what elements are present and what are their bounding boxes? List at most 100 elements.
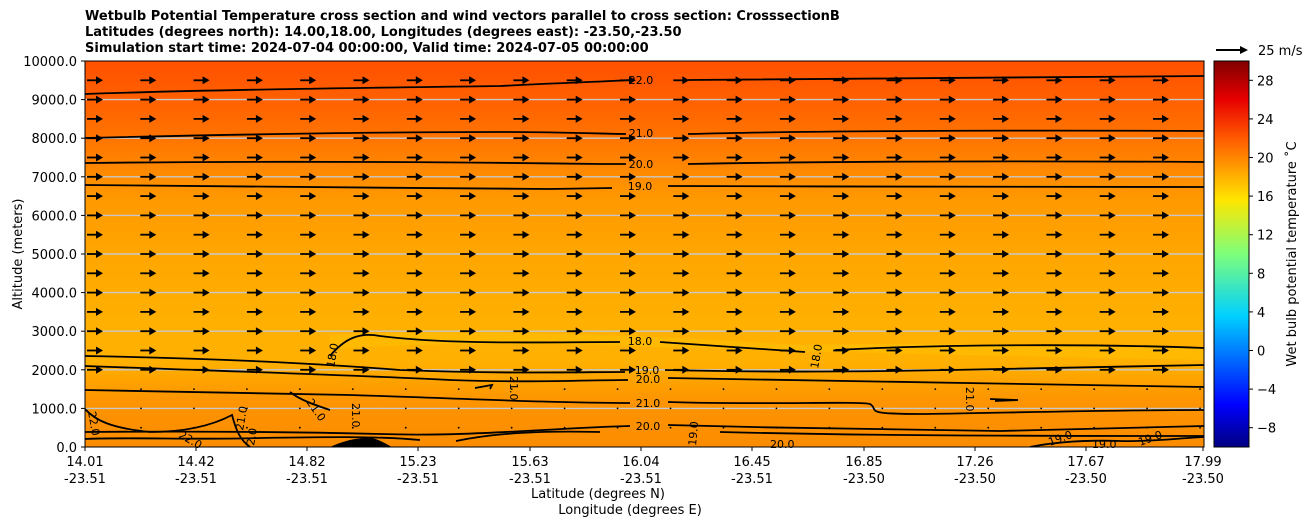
wind-vector-head [1108, 250, 1116, 258]
wind-vector-head [96, 250, 103, 258]
wind-vector-head [362, 230, 370, 239]
wind-vector-head [948, 269, 956, 278]
wind-vector-head [96, 192, 103, 201]
wind-vector-head [522, 192, 530, 201]
y-tick-label: 10000.0 [23, 55, 77, 70]
quiver-key: 25 m/s [1216, 44, 1303, 59]
wind-vector-head [735, 269, 743, 278]
wind-vector-head [149, 76, 157, 85]
wind-vector-head [842, 307, 850, 316]
wind-vector-dot [1146, 388, 1148, 390]
wind-vector-head [629, 230, 636, 239]
wind-vector-head [1108, 95, 1116, 104]
wind-vector-dot [404, 426, 407, 429]
wind-vector-dot [246, 426, 248, 429]
wind-vector-head [788, 250, 796, 258]
wind-vector-head [415, 95, 423, 104]
contour-line-19-bottom-right [1029, 436, 1204, 447]
wind-vector-head [149, 153, 157, 162]
wind-vector-dot [987, 388, 990, 390]
wind-vector-head [629, 269, 636, 278]
wind-vector-head [149, 250, 157, 258]
contour-label-21-lower: 21.0 [636, 397, 661, 410]
wind-vector-dot [987, 426, 990, 429]
wind-vector-head [96, 365, 103, 374]
wind-vector-head [1162, 250, 1169, 258]
wind-vector-head [1055, 211, 1063, 220]
wind-vector-head [255, 288, 263, 297]
contour-label-extra-21-left: 21.0 [233, 405, 250, 431]
wind-vector-dot [616, 426, 619, 429]
x-tick-label-lat: 17.26 [956, 455, 993, 470]
wind-vector-head [1162, 307, 1169, 316]
wind-vector-head [629, 288, 636, 297]
wind-vector-head [255, 230, 263, 239]
wind-vector-head [96, 134, 103, 143]
wind-vector-dot [987, 407, 990, 410]
wind-vector-head [1055, 230, 1063, 239]
contour-line-21-bottom [85, 430, 1204, 442]
wind-vector-head [415, 153, 423, 162]
chart-title-line-1: Wetbulb Potential Temperature cross sect… [85, 9, 840, 24]
wind-vector-dot [881, 426, 884, 429]
wind-vector-head [415, 327, 423, 336]
wind-vector-head [309, 211, 317, 220]
y-tick-label: 9000.0 [32, 94, 78, 109]
wind-vector-head [1055, 288, 1063, 297]
x-tick-label-lat: 17.99 [1184, 455, 1221, 470]
wind-vector-dot [1040, 407, 1043, 410]
wind-vector-head [682, 230, 690, 239]
wind-vector-head [948, 172, 956, 181]
wind-vector-head [522, 153, 530, 162]
wind-vector-head [522, 172, 530, 181]
wind-vector-head [415, 134, 423, 143]
wind-vector-head [1002, 307, 1010, 316]
wind-vector-head [1162, 365, 1169, 374]
wind-vector-dot [722, 388, 725, 390]
wind-vector-head [735, 250, 743, 258]
wind-vector-head [1055, 307, 1063, 316]
wind-vector-head [1002, 114, 1010, 123]
wind-vector-head [309, 365, 317, 374]
y-tick-label: 7000.0 [32, 171, 78, 186]
wind-vector-head [362, 172, 370, 181]
wind-vector-head [895, 346, 903, 355]
wind-vector-head [309, 114, 317, 123]
wind-vector-dot [1093, 388, 1096, 390]
wind-vector-head [575, 95, 583, 104]
contour-line-21-left [289, 391, 331, 411]
wind-vector-head [96, 307, 103, 316]
wind-vector-head [682, 327, 690, 336]
wind-vector-head [895, 95, 903, 104]
wind-vector-head [522, 134, 530, 143]
wind-vector-head [948, 288, 956, 297]
wind-vector-head [842, 192, 850, 201]
y-tick-label: 0.0 [56, 441, 77, 456]
wind-vector-dot [140, 388, 142, 390]
contour-label-20-upper: 20.0 [629, 158, 654, 171]
wind-vector-dot [616, 388, 619, 390]
x-tick-label-lat: 16.45 [733, 455, 770, 470]
wind-vector-head [202, 114, 210, 123]
wind-vector-dot [775, 407, 778, 410]
wind-vector-dot [351, 388, 354, 390]
wind-vector-head [362, 153, 370, 162]
wind-vector-head [575, 172, 583, 181]
wind-vector-head [202, 346, 210, 355]
wind-vector-head [415, 211, 423, 220]
wind-vector-dot [1040, 426, 1043, 429]
wind-vector-head [1002, 95, 1010, 104]
y-tick-label: 4000.0 [32, 287, 78, 302]
wind-vector-head [788, 76, 796, 85]
wind-vector-head [469, 346, 477, 355]
colorbar-tick-label: −8 [1257, 422, 1276, 437]
wind-vector-head [202, 95, 210, 104]
wind-vector-head [629, 192, 636, 201]
wind-vector-head [629, 365, 636, 374]
wind-vector-head [842, 230, 850, 239]
wind-vector-head [415, 307, 423, 316]
wind-vector-head [735, 172, 743, 181]
contour-line-21-lower [85, 389, 1204, 415]
wind-vector-head [255, 95, 263, 104]
wind-vector-head [255, 192, 263, 201]
